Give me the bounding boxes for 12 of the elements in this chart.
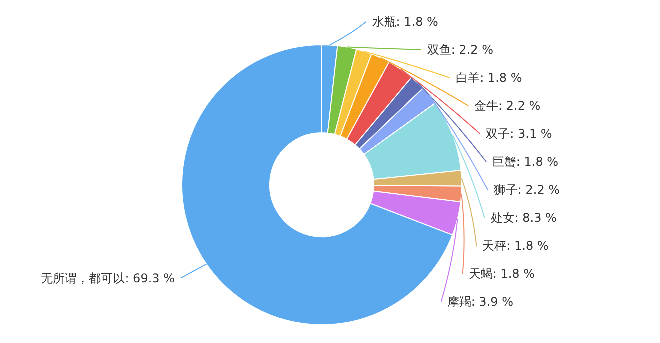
- slice-label: 水瓶: 1.8 %: [372, 15, 438, 29]
- slice-label: 金牛: 2.2 %: [474, 99, 541, 113]
- slice-label: 白羊: 1.8 %: [456, 71, 522, 85]
- slice-label: 双子: 3.1 %: [486, 127, 552, 141]
- slice-label: 巨蟹: 1.8 %: [492, 155, 559, 169]
- slice-label: 天蝎: 1.8 %: [468, 267, 536, 281]
- slice-label: 处女: 8.3 %: [490, 211, 557, 225]
- slice-label: 摩羯: 3.9 %: [447, 295, 514, 309]
- slice-label: 无所谓，都可以: 69.3 %: [41, 271, 175, 286]
- slice-label: 双鱼: 2.2 %: [427, 43, 494, 57]
- slice-label: 狮子: 2.2 %: [494, 183, 560, 197]
- slice-label: 天秤: 1.8 %: [482, 239, 549, 253]
